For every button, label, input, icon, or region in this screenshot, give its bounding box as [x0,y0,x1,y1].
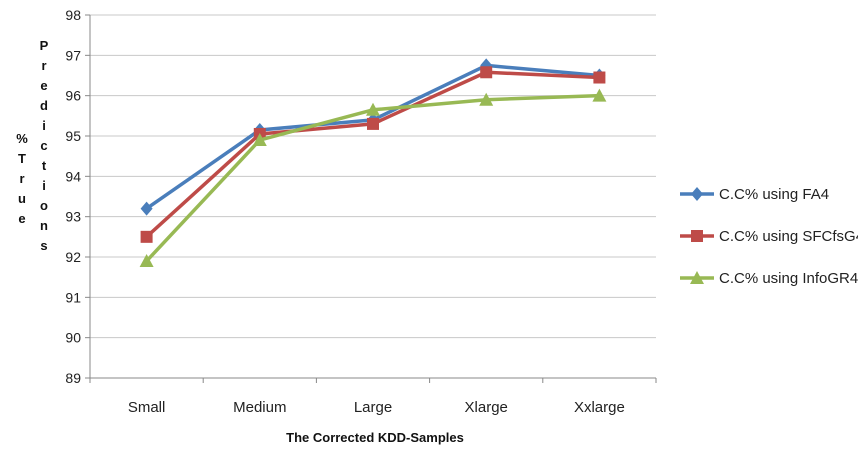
data-point-series-2 [140,230,153,243]
y-axis-label-char: e [40,78,48,93]
y-tick-label: 98 [65,7,81,23]
y-tick-label: 95 [65,128,81,144]
y-tick-label: 96 [65,88,81,104]
data-point-series-2 [480,66,493,79]
data-point-series-2 [593,71,606,84]
y-axis-label-char: r [41,58,47,73]
y-axis-label-char: d [40,98,48,113]
y-axis-label-char: r [19,171,25,186]
x-axis-title: The Corrected KDD-Samples [286,430,464,445]
y-tick-label: 89 [65,370,81,386]
y-axis-label-char: n [40,218,48,233]
data-point-series-3 [592,88,607,102]
y-tick-label: 92 [65,249,81,265]
legend-marker [691,230,703,242]
y-axis-label-char: % [16,131,28,146]
y-axis-label-char: i [42,118,46,133]
legend-label: C.C% using FA4 [719,186,829,203]
y-tick-label: 94 [65,168,81,184]
x-tick-label: Medium [233,399,286,416]
x-tick-label: Xxlarge [574,399,625,416]
x-tick-label: Large [354,399,392,416]
x-tick-label: Small [128,399,166,416]
y-axis-label-char: e [18,211,26,226]
data-point-series-3 [366,102,380,116]
y-axis-label-char: c [40,138,48,153]
y-axis-label-char: i [42,178,46,193]
y-axis-label-char: u [18,191,26,206]
data-point-series-3 [252,133,267,147]
data-point-series-3 [139,254,154,268]
legend-label: C.C% using SFCfsG4 [719,228,858,245]
y-axis-label-char: t [41,158,47,173]
y-tick-label: 93 [65,209,81,225]
data-point-series-1 [140,201,153,216]
y-tick-label: 91 [65,289,81,305]
x-tick-label: Xlarge [465,399,508,416]
y-axis-label-char: s [40,238,48,253]
y-tick-label: 90 [65,330,81,346]
y-tick-label: 97 [65,47,81,63]
data-point-series-3 [479,92,494,106]
legend-marker [691,187,703,201]
y-axis-label-char: P [39,38,49,53]
legend-label: C.C% using InfoGR4 [719,270,858,287]
y-axis-label-char: T [18,151,26,166]
legend-marker [690,271,704,284]
data-point-series-2 [367,117,379,130]
y-axis-label-char: o [40,198,48,213]
